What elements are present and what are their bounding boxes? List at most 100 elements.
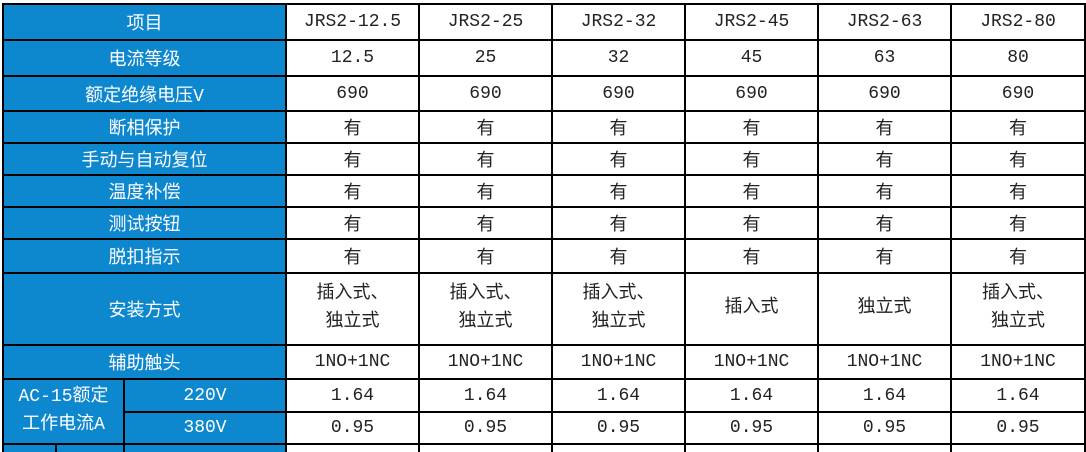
cell: 0.95: [418, 411, 553, 445]
model-header: JRS2-63: [817, 3, 952, 41]
cell: 有: [551, 206, 686, 240]
model-header: JRS2-32: [551, 3, 686, 41]
cell: 有: [684, 110, 819, 144]
cell: 1NO+1NC: [684, 344, 819, 380]
table-row-phase-failure: 断相保护 有 有 有 有 有 有: [2, 110, 1086, 144]
model-header: JRS2-80: [950, 3, 1086, 41]
table-row-ac15-220v: AC-15额定 工作电流A 220V 1.64 1.64 1.64 1.64 1…: [2, 378, 1086, 445]
cell: 有: [418, 110, 553, 144]
cutoff-cell: [950, 443, 1086, 452]
cell: 有: [684, 206, 819, 240]
cell: 有: [418, 174, 553, 208]
cell: 690: [418, 75, 553, 112]
row-label: 温度补偿: [2, 174, 287, 208]
cell: 插入式、 独立式: [551, 272, 686, 346]
cell: 有: [285, 142, 420, 176]
sub-row-label: 220V: [123, 378, 287, 413]
cell: 有: [950, 238, 1086, 274]
table-row-trip-indication: 脱扣指示 有 有 有 有 有 有: [2, 238, 1086, 274]
row-label: 断相保护: [2, 110, 287, 144]
cell: 0.95: [551, 411, 686, 445]
cell: 1.64: [285, 378, 420, 413]
cell: 1NO+1NC: [418, 344, 553, 380]
cell: 690: [684, 75, 819, 112]
sub-row-label: 380V: [123, 411, 287, 445]
cutoff-header-cell: [2, 443, 125, 452]
corner-label: 项目: [2, 3, 287, 41]
cell: 1.64: [950, 378, 1086, 413]
cell: 有: [285, 110, 420, 144]
table-row-current-rating: 电流等级 12.5 25 32 45 63 80: [2, 39, 1086, 77]
cell: 有: [551, 142, 686, 176]
cell: 有: [950, 110, 1086, 144]
cell: 有: [551, 238, 686, 274]
row-label: 手动与自动复位: [2, 142, 287, 176]
table-row-auxiliary-contacts: 辅助触头 1NO+1NC 1NO+1NC 1NO+1NC 1NO+1NC 1NO…: [2, 344, 1086, 380]
cell: 插入式、 独立式: [285, 272, 420, 346]
cell: 有: [817, 238, 952, 274]
row-label: 测试按钮: [2, 206, 287, 240]
cell: 有: [684, 174, 819, 208]
cell: 有: [817, 110, 952, 144]
cell: 80: [950, 39, 1086, 77]
cell: 有: [817, 174, 952, 208]
cell: 1.64: [551, 378, 686, 413]
cutoff-header-cell: [123, 443, 287, 452]
group-row-label: AC-15额定 工作电流A: [2, 378, 125, 445]
cell: 插入式: [684, 272, 819, 346]
table-row-manual-auto-reset: 手动与自动复位 有 有 有 有 有 有: [2, 142, 1086, 176]
cutoff-cell: [285, 443, 420, 452]
model-header: JRS2-45: [684, 3, 819, 41]
cell: 有: [950, 206, 1086, 240]
cell: 有: [817, 206, 952, 240]
cell: 有: [285, 206, 420, 240]
row-label: 电流等级: [2, 39, 287, 77]
cell: 有: [684, 142, 819, 176]
table-row-ac15-380v: 380V 0.95 0.95 0.95 0.95 0.95 0.95: [3, 411, 1086, 445]
spec-table: 项目 JRS2-12.5 JRS2-25 JRS2-32 JRS2-45 JRS…: [2, 3, 1086, 452]
cutoff-cell: [551, 443, 686, 452]
cell: 1NO+1NC: [285, 344, 420, 380]
cell: 有: [684, 238, 819, 274]
cell: 有: [418, 238, 553, 274]
row-label: 脱扣指示: [2, 238, 287, 274]
cell: 0.95: [817, 411, 952, 445]
cell: 45: [684, 39, 819, 77]
header-row: 项目 JRS2-12.5 JRS2-25 JRS2-32 JRS2-45 JRS…: [2, 3, 1086, 41]
model-header: JRS2-25: [418, 3, 553, 41]
cell: 1.64: [817, 378, 952, 413]
cell: 690: [285, 75, 420, 112]
cell: 有: [418, 142, 553, 176]
cell: 1NO+1NC: [817, 344, 952, 380]
cell: 独立式: [817, 272, 952, 346]
cell: 1.64: [418, 378, 553, 413]
row-label: 安装方式: [2, 272, 287, 346]
cell: 有: [285, 238, 420, 274]
table-row-temp-compensation: 温度补偿 有 有 有 有 有 有: [2, 174, 1086, 208]
cell: 690: [817, 75, 952, 112]
cell: 690: [551, 75, 686, 112]
table-row-cutoff: [2, 443, 1086, 452]
cell: 0.95: [684, 411, 819, 445]
cell: 有: [950, 142, 1086, 176]
cell: 有: [285, 174, 420, 208]
cell: 690: [950, 75, 1086, 112]
cell: 63: [817, 39, 952, 77]
row-label: 辅助触头: [2, 344, 287, 380]
table-row-insulation-voltage: 额定绝缘电压V 690 690 690 690 690 690: [2, 75, 1086, 112]
cell: 1NO+1NC: [551, 344, 686, 380]
table-row-test-button: 测试按钮 有 有 有 有 有 有: [2, 206, 1086, 240]
cell: 12.5: [285, 39, 420, 77]
cutoff-cell: [817, 443, 952, 452]
table-row-mounting-type: 安装方式 插入式、 独立式 插入式、 独立式 插入式、 独立式 插入式 独立式 …: [2, 272, 1086, 346]
cutoff-cell: [418, 443, 553, 452]
model-header: JRS2-12.5: [285, 3, 420, 41]
cell: 32: [551, 39, 686, 77]
cell: 插入式、 独立式: [418, 272, 553, 346]
cell: 有: [551, 110, 686, 144]
cell: 25: [418, 39, 553, 77]
cell: 0.95: [950, 411, 1086, 445]
cell: 有: [418, 206, 553, 240]
cell: 有: [950, 174, 1086, 208]
